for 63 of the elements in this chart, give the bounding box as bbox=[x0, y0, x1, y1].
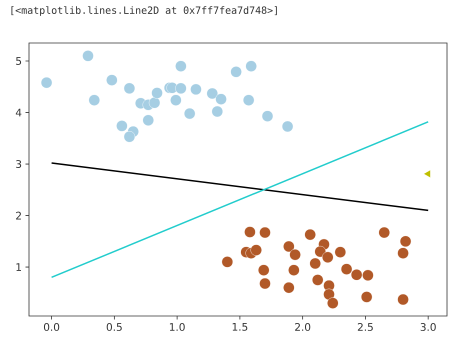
point bbox=[262, 110, 274, 122]
point bbox=[289, 249, 301, 260]
point bbox=[258, 264, 270, 276]
point bbox=[397, 294, 409, 306]
point bbox=[350, 269, 362, 280]
point bbox=[259, 226, 271, 238]
point bbox=[215, 93, 227, 105]
point bbox=[206, 88, 218, 100]
x-tick-label: 2.0 bbox=[295, 323, 310, 331]
text: [<matplotlib.lines.Line2D at 0x7ff7fea7d748>] bbox=[11, 6, 277, 16]
point bbox=[82, 50, 94, 62]
point bbox=[400, 236, 412, 248]
point bbox=[151, 87, 163, 99]
point bbox=[283, 282, 295, 294]
point bbox=[322, 252, 334, 263]
point bbox=[170, 94, 182, 106]
point bbox=[283, 240, 295, 252]
point bbox=[184, 108, 196, 120]
point bbox=[88, 94, 100, 106]
point bbox=[423, 170, 431, 178]
point bbox=[40, 76, 52, 88]
y-tick-label: 1 bbox=[16, 263, 22, 271]
point bbox=[250, 244, 262, 256]
point bbox=[190, 84, 202, 96]
point bbox=[230, 66, 242, 78]
point bbox=[362, 270, 374, 282]
point bbox=[288, 264, 300, 276]
point bbox=[360, 291, 372, 303]
point bbox=[323, 288, 335, 300]
point bbox=[314, 246, 326, 258]
y-tick-label: 4 bbox=[16, 108, 22, 116]
x-tick-label: 0.5 bbox=[106, 323, 122, 331]
point bbox=[304, 228, 316, 240]
y-tick-label: 5 bbox=[16, 57, 22, 65]
x-tick-label: 2.5 bbox=[358, 323, 373, 331]
point bbox=[244, 226, 256, 238]
point bbox=[116, 120, 128, 132]
point bbox=[312, 274, 324, 286]
point bbox=[175, 60, 187, 72]
point bbox=[259, 278, 271, 290]
point bbox=[124, 131, 136, 142]
point bbox=[242, 94, 254, 106]
point bbox=[310, 258, 321, 270]
point bbox=[106, 74, 118, 86]
point bbox=[327, 297, 338, 309]
point bbox=[378, 226, 390, 238]
point bbox=[245, 60, 257, 72]
point bbox=[142, 114, 154, 126]
x-tick-label: 1.5 bbox=[232, 323, 248, 331]
x-tick-label: 3.0 bbox=[420, 323, 436, 331]
point bbox=[148, 97, 160, 108]
point bbox=[397, 247, 409, 259]
point bbox=[212, 106, 223, 118]
point bbox=[334, 246, 346, 258]
point bbox=[222, 256, 234, 268]
y-tick-label: 3 bbox=[16, 160, 22, 168]
point bbox=[124, 82, 136, 94]
point bbox=[175, 82, 187, 94]
y-tick-label: 2 bbox=[16, 212, 21, 220]
x-tick-label: 0.0 bbox=[44, 323, 60, 331]
x-tick-label: 1.0 bbox=[170, 323, 185, 331]
point bbox=[340, 263, 352, 275]
point bbox=[282, 120, 294, 132]
